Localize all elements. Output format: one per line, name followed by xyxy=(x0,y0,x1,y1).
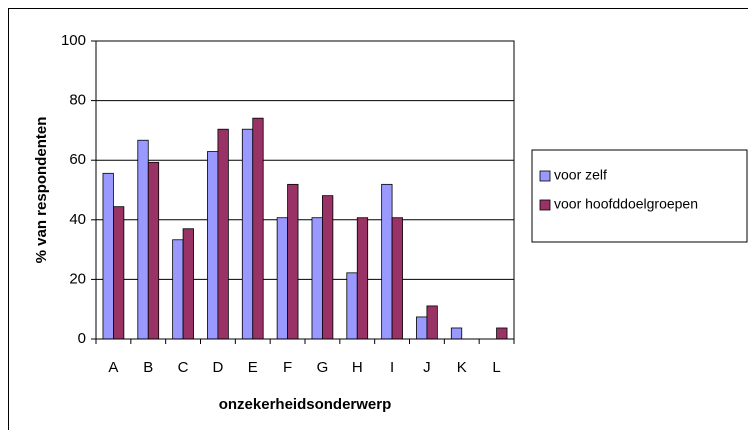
bar xyxy=(356,217,369,340)
y-tick-label: 80 xyxy=(69,92,86,109)
x-tick-label: F xyxy=(283,359,292,376)
bar xyxy=(113,206,125,340)
bar xyxy=(426,305,438,340)
legend-swatch xyxy=(539,199,551,211)
bar xyxy=(207,151,219,340)
bar xyxy=(276,217,288,340)
bar xyxy=(311,217,323,340)
bar xyxy=(147,161,160,340)
bar xyxy=(217,128,229,340)
plot-border xyxy=(95,40,515,340)
legend-label: voor zelf xyxy=(554,167,607,183)
x-tick-label: E xyxy=(248,359,258,376)
y-tick-label: 0 xyxy=(78,330,86,347)
bar xyxy=(252,117,264,340)
bar xyxy=(287,183,299,340)
x-tick-label: D xyxy=(212,359,223,376)
bar xyxy=(391,217,403,340)
y-tick-label: 40 xyxy=(69,211,86,228)
bar xyxy=(137,139,149,340)
y-tick-label: 100 xyxy=(61,32,86,49)
x-tick-label: C xyxy=(178,359,189,376)
bar xyxy=(346,272,358,340)
bar xyxy=(322,195,334,340)
x-tick-label: L xyxy=(492,359,500,376)
x-tick-label: G xyxy=(317,359,329,376)
legend-box xyxy=(531,149,748,243)
bar xyxy=(450,327,463,340)
bar xyxy=(241,128,254,340)
bar xyxy=(416,316,428,340)
bar xyxy=(496,327,508,340)
y-axis-title: % van respondenten xyxy=(33,117,50,264)
x-tick-label: B xyxy=(143,359,153,376)
x-tick-label: J xyxy=(423,359,431,376)
bar xyxy=(381,183,393,340)
x-axis-title: onzekerheidsonderwerp xyxy=(219,396,392,413)
bar xyxy=(102,172,114,340)
bar xyxy=(172,239,184,340)
y-tick-label: 20 xyxy=(69,270,86,287)
x-tick-label: H xyxy=(352,359,363,376)
bar xyxy=(182,228,194,340)
legend-label: voor hoofddoelgroepen xyxy=(554,196,698,212)
legend-swatch xyxy=(539,170,551,182)
y-tick-label: 60 xyxy=(69,151,86,168)
x-tick-label: I xyxy=(390,359,394,376)
x-tick-label: K xyxy=(457,359,467,376)
x-tick-label: A xyxy=(108,359,118,376)
